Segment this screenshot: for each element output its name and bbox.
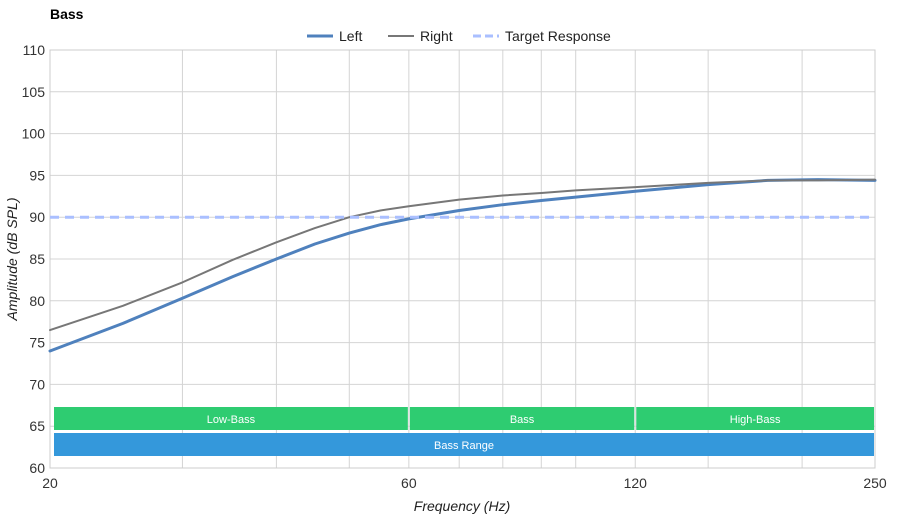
band-label: High-Bass [730, 414, 781, 426]
y-tick-label: 90 [29, 209, 45, 225]
y-tick-label: 65 [29, 418, 45, 434]
y-tick-label: 75 [29, 335, 45, 351]
legend: Left Right Target Response [307, 28, 611, 44]
plot-frame [49, 49, 876, 469]
band-high-bass [636, 407, 874, 430]
x-tick-label: 120 [624, 475, 648, 491]
y-tick-label: 95 [29, 167, 45, 183]
legend-label: Left [339, 28, 362, 44]
x-axis-label: Frequency (Hz) [414, 498, 510, 514]
band-label: Bass [510, 414, 535, 426]
y-tick-label: 105 [22, 84, 46, 100]
frequency-bands: Low-Bass Bass High-Bass Bass Range [54, 407, 874, 456]
x-tick-label: 60 [401, 475, 417, 491]
y-tick-label: 70 [29, 376, 45, 392]
y-tick-label: 80 [29, 293, 45, 309]
series-lines [48, 178, 877, 353]
y-tick-label: 60 [29, 460, 45, 476]
x-tick-label: 250 [863, 475, 887, 491]
x-tick-label: 20 [42, 475, 58, 491]
band-label: Bass Range [434, 440, 494, 452]
legend-label: Target Response [505, 28, 611, 44]
series-line-right [49, 178, 876, 332]
y-tick-label: 85 [29, 251, 45, 267]
band-label: Low-Bass [207, 414, 256, 426]
y-tick-label: 100 [22, 126, 46, 142]
band-bass [409, 407, 635, 430]
y-tick-labels: 60 65 70 75 80 85 90 95 100 105 110 [22, 42, 46, 476]
x-tick-labels: 20 60 120 250 [42, 475, 887, 491]
y-tick-label: 110 [23, 42, 46, 58]
series-line-left [48, 178, 877, 353]
chart-title: Bass [50, 6, 84, 22]
grid-lines [50, 49, 875, 469]
legend-label: Right [420, 28, 453, 44]
y-axis-label: Amplitude (dB SPL) [4, 198, 20, 322]
band-low-bass [54, 407, 408, 430]
band-bass-range [54, 433, 874, 456]
